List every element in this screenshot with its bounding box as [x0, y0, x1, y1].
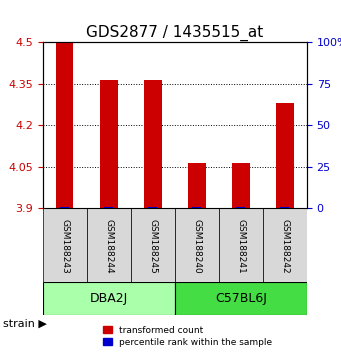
FancyBboxPatch shape: [43, 208, 87, 282]
Bar: [192, 207, 201, 208]
FancyBboxPatch shape: [219, 208, 263, 282]
Text: DBA2J: DBA2J: [90, 292, 128, 305]
Bar: [188, 162, 206, 208]
Bar: [148, 207, 157, 208]
Text: strain ▶: strain ▶: [3, 319, 47, 329]
Bar: [56, 42, 73, 208]
FancyBboxPatch shape: [263, 208, 307, 282]
FancyBboxPatch shape: [87, 208, 131, 282]
Bar: [144, 80, 162, 208]
Text: GSM188245: GSM188245: [148, 219, 157, 274]
Bar: [276, 103, 294, 208]
Text: GSM188243: GSM188243: [60, 219, 69, 274]
Text: C57BL6J: C57BL6J: [215, 292, 267, 305]
Text: GSM188242: GSM188242: [280, 219, 290, 274]
Bar: [60, 207, 69, 208]
Title: GDS2877 / 1435515_at: GDS2877 / 1435515_at: [86, 25, 263, 41]
Text: GSM188240: GSM188240: [192, 219, 201, 274]
FancyBboxPatch shape: [43, 282, 175, 315]
Bar: [104, 207, 113, 208]
Bar: [236, 207, 245, 208]
Text: GSM188244: GSM188244: [104, 219, 113, 274]
Bar: [281, 207, 289, 208]
FancyBboxPatch shape: [175, 208, 219, 282]
FancyBboxPatch shape: [175, 282, 307, 315]
Bar: [232, 162, 250, 208]
FancyBboxPatch shape: [131, 208, 175, 282]
Bar: [100, 80, 118, 208]
Legend: transformed count, percentile rank within the sample: transformed count, percentile rank withi…: [100, 323, 275, 349]
Text: GSM188241: GSM188241: [236, 219, 245, 274]
